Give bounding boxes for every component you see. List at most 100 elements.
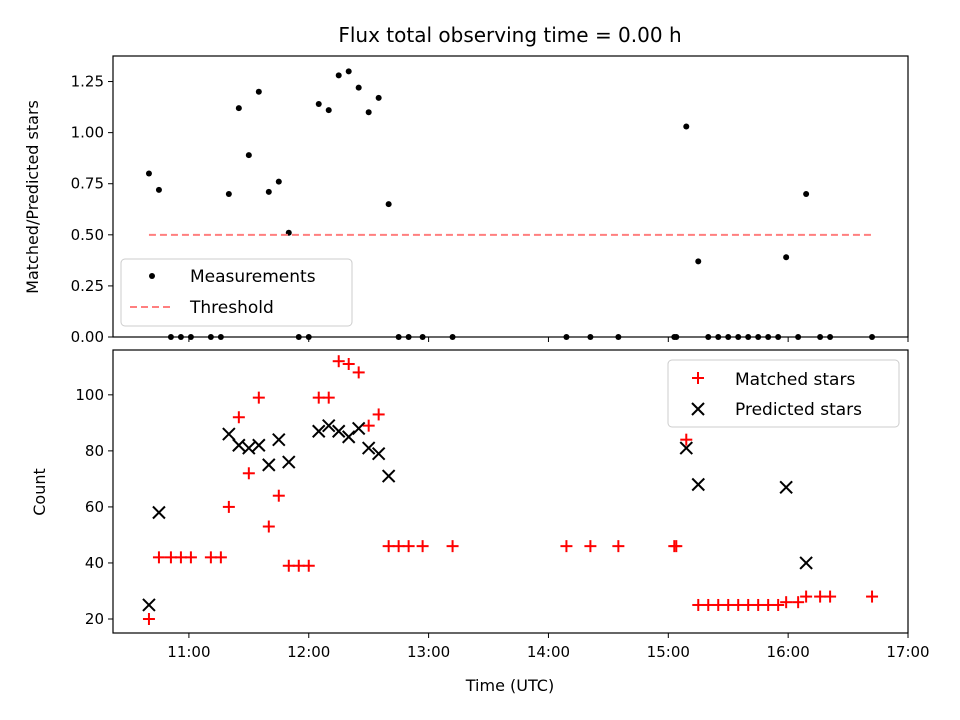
predicted-stars-point bbox=[272, 432, 286, 447]
matched-stars-point bbox=[262, 520, 275, 533]
bottom-ticks-group: 11:00 12:00 13:00 14:00 15:00 16:00 17:00 20 40 6… bbox=[75, 386, 929, 661]
measurement-point bbox=[275, 178, 282, 185]
measurement-point bbox=[325, 107, 332, 114]
predicted-stars-point bbox=[322, 418, 336, 433]
predicted-stars-point bbox=[799, 556, 813, 570]
bottom-x-tick-label: 17:00 bbox=[886, 643, 929, 661]
top-plot-area: 0.00 0.25 0.50 0.75 1.00 1.25 bbox=[71, 55, 909, 346]
predicted-stars-point bbox=[262, 458, 276, 472]
top-y-axis-label: Matched/Predicted stars bbox=[23, 100, 42, 294]
measurement-point bbox=[235, 105, 242, 112]
top-axes-frame bbox=[112, 55, 909, 338]
matched-stars-point bbox=[670, 540, 683, 553]
matched-stars-point bbox=[184, 551, 197, 564]
matched-stars-point bbox=[142, 612, 155, 625]
legend-matched-stars-label: Matched stars bbox=[735, 370, 855, 390]
predicted-stars-point bbox=[232, 438, 246, 452]
bottom-x-tick-label: 15:00 bbox=[647, 643, 690, 661]
matched-stars-point bbox=[402, 540, 415, 553]
predicted-stars-point bbox=[691, 477, 705, 492]
predicted-stars-point bbox=[679, 441, 693, 455]
measurement-point bbox=[245, 152, 252, 159]
predicted-stars-point bbox=[361, 441, 376, 455]
measurement-point bbox=[695, 258, 702, 265]
bottom-legend: Matched stars Predicted stars bbox=[667, 359, 900, 428]
bottom-x-tick-label: 13:00 bbox=[407, 643, 450, 661]
top-y-tick-label: 0.25 bbox=[71, 277, 104, 295]
measurement-point bbox=[225, 190, 232, 197]
measurement-point bbox=[265, 188, 272, 195]
predicted-stars-point bbox=[252, 438, 266, 452]
matched-stars-point bbox=[416, 540, 429, 553]
bottom-y-tick-label: 60 bbox=[85, 498, 104, 516]
top-y-tick-label: 1.25 bbox=[71, 73, 104, 91]
matched-stars-point bbox=[780, 596, 793, 609]
predicted-stars-point bbox=[371, 446, 386, 461]
top-y-tick-label: 0.75 bbox=[71, 175, 104, 193]
top-chart-title: Flux total observing time = 0.00 h bbox=[338, 23, 681, 47]
matched-stars-point bbox=[824, 590, 837, 603]
legend-measurements-marker bbox=[149, 273, 155, 279]
top-y-tick-label: 1.00 bbox=[71, 124, 104, 142]
measurement-point bbox=[365, 109, 372, 116]
bottom-legend-box bbox=[667, 359, 900, 428]
matched-stars-point bbox=[584, 540, 597, 553]
matched-stars-point bbox=[322, 391, 335, 404]
measurement-point bbox=[803, 190, 810, 197]
matched-stars-point bbox=[772, 598, 785, 611]
predicted-stars-point bbox=[341, 430, 356, 444]
bottom-y-tick-label: 100 bbox=[75, 386, 104, 404]
measurement-point bbox=[385, 201, 392, 208]
matched-stars-point bbox=[866, 590, 879, 603]
matched-stars-point bbox=[232, 411, 245, 424]
matched-stars-point bbox=[342, 358, 355, 371]
matched-stars-point bbox=[222, 500, 235, 513]
matched-stars-point bbox=[332, 355, 345, 368]
predicted-stars-point bbox=[152, 505, 166, 520]
top-y-tick-label: 0.00 bbox=[71, 328, 104, 346]
matched-stars-point bbox=[612, 540, 625, 553]
predicted-stars-point bbox=[312, 424, 326, 438]
bottom-x-tick-label: 14:00 bbox=[527, 643, 570, 661]
matched-stars-point bbox=[372, 408, 385, 421]
bottom-y-tick-label: 20 bbox=[85, 610, 104, 628]
legend-predicted-stars-marker bbox=[691, 402, 705, 416]
predicted-stars-point bbox=[351, 421, 366, 436]
measurement-point bbox=[155, 186, 162, 193]
matched-stars-point bbox=[152, 551, 165, 564]
measurement-point bbox=[345, 68, 352, 75]
legend-predicted-stars-label: Predicted stars bbox=[735, 400, 862, 420]
matched-stars-point bbox=[352, 366, 365, 379]
top-legend: Measurements Threshold bbox=[120, 258, 353, 327]
matched-stars-point bbox=[272, 489, 285, 502]
legend-threshold-label: Threshold bbox=[189, 298, 274, 318]
measurement-point bbox=[355, 84, 362, 91]
matched-stars-point bbox=[214, 551, 227, 564]
bottom-x-tick-label: 16:00 bbox=[767, 643, 810, 661]
matched-stars-point bbox=[560, 540, 573, 553]
top-ticks-group: 0.00 0.25 0.50 0.75 1.00 1.25 bbox=[71, 73, 909, 346]
matched-stars-point bbox=[446, 540, 459, 553]
matched-stars-point bbox=[680, 433, 693, 446]
measurement-point bbox=[683, 123, 690, 130]
matched-stars-point bbox=[242, 467, 255, 480]
measurement-point bbox=[255, 88, 262, 95]
top-legend-box bbox=[120, 258, 353, 327]
measurement-point bbox=[783, 254, 790, 261]
bottom-y-tick-label: 80 bbox=[85, 442, 104, 460]
measurement-point bbox=[315, 101, 322, 108]
bottom-plot-area: 11:00 12:00 13:00 14:00 15:00 16:00 17:00 20 40 6… bbox=[75, 349, 930, 661]
legend-measurements-label: Measurements bbox=[190, 267, 316, 287]
matched-stars-point bbox=[362, 419, 375, 432]
measurement-point bbox=[335, 72, 342, 79]
matched-stars-point bbox=[252, 391, 265, 404]
predicted-stars-point bbox=[222, 427, 236, 441]
measurement-point bbox=[145, 170, 152, 177]
predicted-stars-point bbox=[282, 455, 296, 469]
top-marks-group bbox=[145, 68, 876, 340]
bottom-marks-group bbox=[142, 355, 879, 625]
bottom-y-tick-label: 40 bbox=[85, 554, 104, 572]
predicted-stars-point bbox=[142, 598, 156, 612]
bottom-x-tick-label: 12:00 bbox=[287, 643, 330, 661]
